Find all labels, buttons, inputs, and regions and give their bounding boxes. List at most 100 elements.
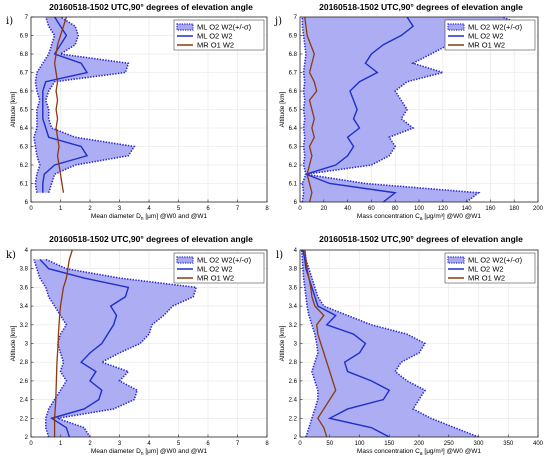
y-tick-label: 3.6 — [20, 285, 29, 291]
legend-entry: ML O2 W2 — [468, 32, 504, 41]
y-tick-label: 6.7 — [289, 71, 298, 77]
x-axis-label: Mass concentration Ca [μg/m³] @W0 @W1 — [357, 213, 482, 222]
y-tick-label: 3.8 — [20, 267, 29, 273]
y-tick-label: 6.4 — [289, 126, 298, 132]
x-tick-label: 60 — [368, 206, 375, 212]
y-tick-label: 4 — [25, 248, 29, 254]
band-upper-edge — [303, 250, 479, 437]
x-axis-label: Mean diameter Dn [μm] @W0 and @W1 — [91, 448, 208, 457]
y-tick-label: 2.8 — [289, 360, 298, 366]
legend-entry: MR O1 W2 — [468, 41, 505, 50]
y-tick-label: 6.2 — [289, 163, 298, 169]
y-tick-label: 6.5 — [20, 108, 29, 114]
legend-entry: ML O2 W2 — [468, 265, 504, 274]
y-tick-label: 6.8 — [20, 52, 29, 58]
plot-marks — [33, 17, 136, 193]
x-tick-label: 0 — [29, 206, 33, 212]
x-tick-label: 7 — [236, 441, 240, 447]
x-tick-label: 3 — [118, 206, 122, 212]
x-tick-label: 100 — [354, 441, 365, 447]
panel-0: 0 1 2 3 4 5 6 7 8 6 6.1 6.2 6.3 6.4 6.5 6.6 6.7 6.8 6.9 7 20… — [6, 2, 269, 222]
x-tick-label: 0 — [29, 441, 33, 447]
y-tick-label: 2.2 — [20, 416, 29, 422]
panel-1: 0 20 40 60 80 100 120 140 160 180 200 6 6.1 6.2 6.3 6.4… — [274, 2, 544, 222]
y-tick-label: 6.3 — [20, 145, 29, 151]
x-tick-label: 250 — [444, 441, 455, 447]
y-tick-label: 6 — [25, 200, 29, 206]
y-tick-label: 6.1 — [289, 182, 298, 188]
y-tick-label: 2 — [294, 435, 298, 441]
panel-title: 20160518-1502 UTC,90° degrees of elevati… — [49, 234, 253, 244]
panel-label: l) — [276, 250, 283, 261]
x-tick-label: 2 — [88, 441, 92, 447]
x-tick-label: 1 — [59, 206, 63, 212]
x-tick-label: 0 — [298, 206, 302, 212]
y-tick-label: 6.1 — [20, 182, 29, 188]
y-tick-label: 6.8 — [289, 52, 298, 58]
plot-marks — [301, 17, 529, 202]
x-tick-label: 120 — [438, 206, 449, 212]
x-tick-label: 200 — [414, 441, 425, 447]
x-tick-label: 5 — [177, 441, 181, 447]
x-tick-label: 0 — [298, 441, 302, 447]
y-tick-label: 6.7 — [20, 71, 29, 77]
y-tick-label: 2.2 — [289, 416, 298, 422]
legend-entry: MR O1 W2 — [197, 41, 234, 50]
band-lower-edge — [33, 17, 56, 193]
band-lower-edge — [33, 259, 68, 437]
y-tick-label: 3.4 — [289, 304, 298, 310]
band-upper-edge — [305, 17, 529, 202]
series-line-2 — [304, 17, 318, 202]
x-tick-label: 3 — [118, 441, 122, 447]
uncertainty-band — [33, 259, 197, 437]
y-tick-label: 3.8 — [289, 267, 298, 273]
x-tick-label: 140 — [462, 206, 473, 212]
y-axis-label: Altitude [km] — [279, 91, 286, 127]
x-tick-label: 4 — [147, 206, 151, 212]
uncertainty-band — [302, 17, 527, 202]
x-tick-label: 1 — [59, 441, 63, 447]
y-tick-label: 2.4 — [20, 398, 29, 404]
x-tick-label: 150 — [384, 441, 395, 447]
y-tick-label: 6.3 — [289, 145, 298, 151]
x-tick-label: 400 — [533, 441, 544, 447]
series-line-1 — [42, 17, 89, 193]
y-tick-label: 3 — [25, 342, 29, 348]
y-axis-label: Altitude [km] — [10, 325, 17, 361]
panel-2: 0 1 2 3 4 5 6 7 8 2 2.2 2.4 2.6 2.8 3 3.2 3.4 3.6 3.8 4 2016… — [6, 234, 269, 457]
series-line-2 — [53, 250, 73, 437]
legend-entry: ML O2 W2(+/-σ) — [468, 256, 523, 265]
y-tick-label: 3.4 — [20, 304, 29, 310]
y-tick-label: 7 — [294, 15, 298, 21]
panel-3: 0 50 100 150 200 250 300 350 400 2 2.2 2.4 2.6 2.8 3 3.… — [276, 234, 544, 457]
y-tick-label: 6.2 — [20, 163, 29, 169]
x-tick-label: 300 — [473, 441, 484, 447]
legend-entry: ML O2 W2 — [197, 265, 233, 274]
x-tick-label: 8 — [265, 441, 269, 447]
y-tick-label: 6.9 — [289, 34, 298, 40]
x-tick-label: 350 — [503, 441, 514, 447]
x-tick-label: 8 — [265, 206, 269, 212]
band-upper-edge — [44, 17, 136, 193]
y-tick-label: 6.6 — [20, 89, 29, 95]
y-tick-label: 6.9 — [20, 34, 29, 40]
y-tick-label: 2.6 — [20, 379, 29, 385]
x-axis-label: Mean diameter Dn [μm] @W0 and @W1 — [91, 213, 208, 222]
panel-title: 20160518-1502 UTC,90° degrees of elevati… — [319, 2, 523, 12]
x-tick-label: 50 — [326, 441, 333, 447]
y-tick-label: 2 — [25, 435, 29, 441]
legend-swatch-band — [447, 256, 465, 264]
band-upper-edge — [45, 258, 198, 437]
legend-entry: ML O2 W2(+/-σ) — [197, 23, 252, 32]
x-tick-label: 6 — [206, 441, 210, 447]
y-tick-label: 4 — [294, 248, 298, 254]
y-tick-label: 2.6 — [289, 379, 298, 385]
x-tick-label: 6 — [206, 206, 210, 212]
y-tick-label: 6.6 — [289, 89, 298, 95]
x-tick-label: 160 — [485, 206, 496, 212]
legend-entry: ML O2 W2(+/-σ) — [468, 23, 523, 32]
y-axis-label: Altitude [km] — [279, 325, 286, 361]
legend-entry: MR O1 W2 — [468, 274, 505, 283]
series-line-1 — [303, 17, 414, 202]
y-tick-label: 3 — [294, 342, 298, 348]
